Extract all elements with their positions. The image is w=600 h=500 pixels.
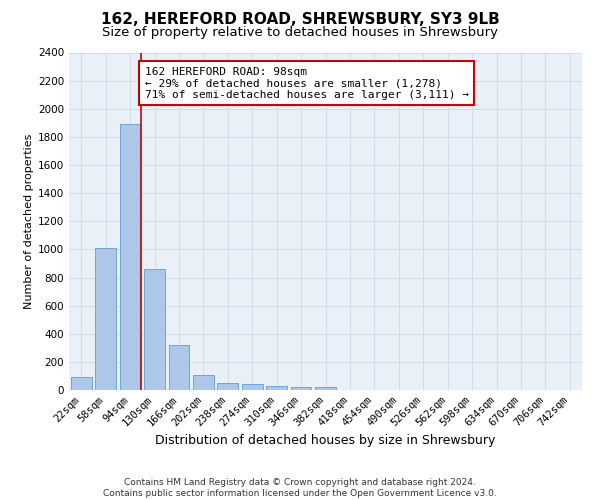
Text: Size of property relative to detached houses in Shrewsbury: Size of property relative to detached ho… (102, 26, 498, 39)
Text: 162 HEREFORD ROAD: 98sqm
← 29% of detached houses are smaller (1,278)
71% of sem: 162 HEREFORD ROAD: 98sqm ← 29% of detach… (145, 66, 469, 100)
Bar (95, 248, 116, 390)
X-axis label: Distribution of detached houses by size in Shrewsbury: Distribution of detached houses by size … (155, 434, 496, 447)
Bar (217, 383, 238, 390)
Bar (193, 374, 214, 390)
Bar (71, 378, 92, 390)
Y-axis label: Number of detached properties: Number of detached properties (24, 134, 34, 309)
Bar (119, 124, 140, 390)
Text: 162, HEREFORD ROAD, SHREWSBURY, SY3 9LB: 162, HEREFORD ROAD, SHREWSBURY, SY3 9LB (101, 12, 499, 28)
Bar (144, 269, 165, 390)
Bar (266, 386, 287, 390)
Bar (169, 345, 190, 390)
Bar (315, 387, 336, 390)
Text: Contains HM Land Registry data © Crown copyright and database right 2024.
Contai: Contains HM Land Registry data © Crown c… (103, 478, 497, 498)
Bar (290, 387, 311, 390)
Bar (242, 384, 263, 390)
